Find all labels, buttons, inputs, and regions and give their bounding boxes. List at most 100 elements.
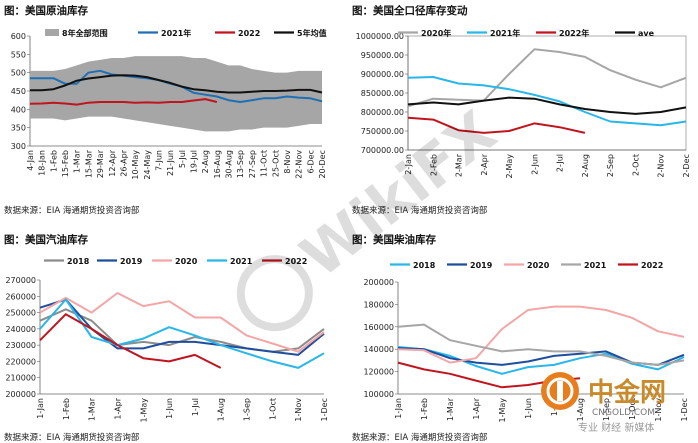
x-tick-label: 1-Aug (576, 398, 585, 421)
x-tick-label: 1-Oct (268, 398, 277, 420)
y-tick-label: 1000000.00 (356, 32, 404, 41)
x-tick-label: 1-Mar (73, 149, 82, 173)
x-tick-label: 8-Nov (283, 150, 292, 174)
x-tick-label: 16-Aug (213, 150, 222, 179)
x-tick-label: 1-Aug (217, 398, 226, 421)
y-tick-label: 500 (11, 69, 26, 78)
chart-title-diesel: 图：美国柴油库存 (352, 234, 436, 246)
legend-label: 2019 (470, 261, 493, 270)
x-tick-label: 1-Feb (49, 150, 58, 172)
source-gasoline: 数据来源：EIA 海通期货投资咨询部 (4, 433, 140, 443)
x-tick-label: 2-May (505, 154, 514, 179)
series-line-2 (39, 292, 325, 353)
legend-label: 2021 (584, 261, 607, 270)
x-tick-label: 1-Sep (243, 398, 252, 421)
x-tick-label: 13-Sep (236, 150, 245, 178)
x-tick-label: 1-Jun (524, 398, 533, 419)
x-tick-label: 7-Jun (154, 150, 163, 171)
legend-label: 8年全部范围 (62, 28, 108, 38)
legend-label: 2020 (175, 257, 198, 266)
series-line-2 (397, 305, 685, 364)
x-tick-label: 1-Sep (602, 398, 611, 421)
x-tick-label: 1-Dec (680, 398, 689, 421)
y-tick-label: 550 (11, 50, 26, 59)
x-tick-label: 27-Sep (248, 150, 257, 178)
source-crude: 数据来源：EIA 海通期货投资咨询部 (4, 206, 140, 216)
chart-total: 700000.00 750000.00 800000.00 850000.00 9000… (356, 28, 691, 179)
logo-slogan: 专业 财经 新媒体 (578, 421, 654, 434)
y-tick-label: 140000 (363, 345, 394, 354)
x-tick-label: 26-Apr (119, 149, 128, 176)
x-tick-label: 2-Sep (606, 154, 615, 177)
x-tick-label: 2-Mar (455, 153, 464, 177)
series-line-4 (39, 313, 222, 369)
series-line-0 (397, 346, 685, 375)
legend-label: 2021年 (490, 28, 520, 38)
legend-label: ave (638, 29, 655, 38)
y-tick-label: 300 (11, 142, 26, 151)
y-tick-label: 270000 (5, 276, 36, 285)
x-tick-label: 1-May (498, 398, 507, 423)
series-line-3 (39, 298, 325, 369)
x-tick-label: 1-Jun (165, 398, 174, 419)
y-tick-label: 200000 (363, 278, 394, 287)
y-tick-label: 200000 (5, 390, 36, 399)
x-tick-label: 1-May (139, 398, 148, 423)
legend-label: 2018 (67, 257, 90, 266)
legend-label: 2022 (641, 261, 663, 270)
y-tick-label: 100000 (363, 390, 394, 399)
y-tick-label: 260000 (5, 292, 36, 301)
y-tick-label: 120000 (363, 368, 394, 377)
source-total: 数据来源：EIA 海通期货投资咨询部 (352, 206, 488, 216)
x-tick-label: 1-Mar (88, 397, 97, 421)
chart-title-crude: 图：美国原油库存 (4, 5, 88, 17)
chart-gasoline: 200000 210000 220000 230000 240000 250000 2600… (5, 257, 329, 423)
legend-label: 2021年 (161, 28, 191, 38)
x-tick-label: 2-Nov (657, 154, 666, 178)
x-tick-label: 1-Oct (628, 398, 637, 420)
x-tick-label: 12-Apr (108, 149, 117, 176)
y-tick-label: 700000.00 (361, 146, 404, 155)
legend-swatch (45, 29, 59, 36)
y-tick-label: 600 (11, 32, 26, 41)
x-tick-label: 2-Jan (404, 154, 413, 175)
cngold-logo: 中金网 CNGOLD.COM 专业 财经 新媒体 (520, 365, 698, 443)
chart-title-total: 图：美国全口径库存变动 (352, 5, 468, 17)
x-tick-label: 2-Dec (682, 154, 691, 177)
y-tick-label: 350 (11, 124, 26, 133)
series-line-2 (30, 74, 323, 94)
chart-title-gasoline: 图：美国汽油库存 (4, 234, 88, 246)
y-tick-label: 180000 (363, 300, 394, 309)
x-tick-label: 15-Mar (84, 149, 93, 178)
x-tick-label: 5-Jul (178, 150, 187, 168)
source-diesel: 数据来源：EIA 海通期货投资咨询部 (352, 433, 488, 443)
y-tick-label: 400 (11, 105, 26, 114)
x-tick-label: 6-Dec (306, 150, 315, 173)
x-tick-label: 1-Apr (113, 397, 122, 419)
legend-label: 2022 (285, 257, 307, 266)
x-tick-label: 4-Jan (26, 150, 35, 171)
legend-label: 2022 (238, 29, 260, 38)
x-tick-label: 20-Dec (318, 150, 327, 179)
y-tick-label: 800000.00 (361, 108, 404, 117)
series-line-3 (407, 96, 687, 115)
chart-panel-total: 图：美国全口径库存变动 700000.00 750000.00 800000.00 8… (350, 0, 698, 218)
x-tick-label: 22-Nov (295, 150, 304, 179)
y-tick-label: 750000.00 (361, 127, 404, 136)
y-tick-label: 250000 (5, 309, 36, 318)
x-tick-label: 2-Jul (556, 154, 565, 172)
x-tick-label: 1-Apr (472, 397, 481, 419)
y-tick-label: 850000.00 (361, 89, 404, 98)
legend-label: 5年均值 (297, 28, 327, 38)
x-tick-label: 1-Dec (320, 398, 329, 421)
x-tick-label: 2-Apr (480, 153, 489, 175)
legend-label: 2020年 (421, 28, 451, 38)
x-tick-label: 1-Jan (36, 398, 45, 419)
x-tick-label: 19-Jul (190, 150, 199, 173)
x-tick-label: 2-Jun (530, 154, 539, 175)
legend-label: 2020 (527, 261, 550, 270)
x-tick-label: 2-Feb (429, 154, 438, 176)
x-tick-label: 2-Aug (201, 150, 210, 173)
x-tick-label: 2-Oct (631, 154, 640, 176)
